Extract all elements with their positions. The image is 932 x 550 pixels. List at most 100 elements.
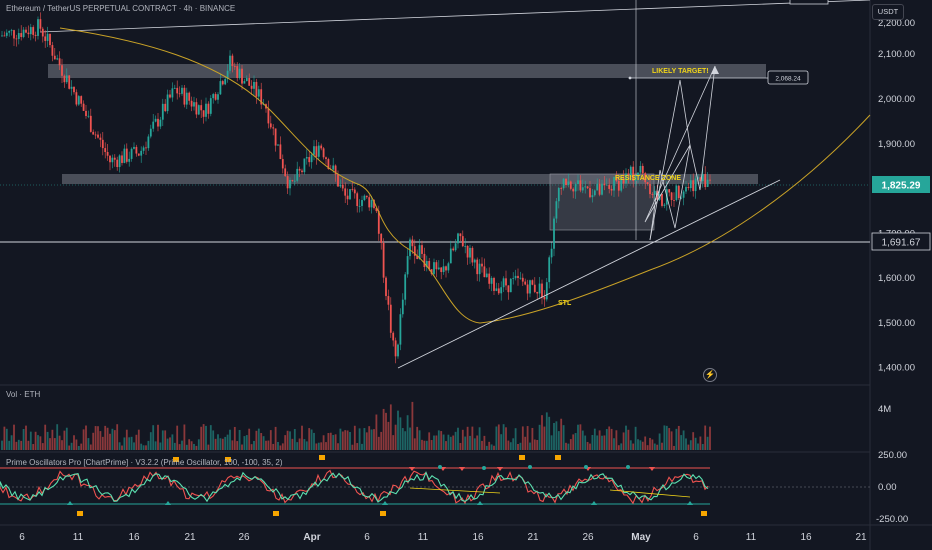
candle-body <box>118 155 121 168</box>
volume-bar <box>157 424 159 450</box>
candle-body <box>677 185 680 199</box>
volume-bar <box>334 434 337 450</box>
volume-bar <box>291 438 294 450</box>
candle-body <box>543 296 546 300</box>
current-price-badge <box>872 176 930 193</box>
volume-bar <box>500 434 503 450</box>
volume-bar <box>649 437 651 450</box>
currency-button[interactable]: USDT <box>872 4 904 20</box>
volume-bar <box>248 428 251 450</box>
candle-body <box>229 55 231 71</box>
candle-body <box>337 174 339 187</box>
candle-body <box>457 233 459 244</box>
volume-bar <box>488 441 491 450</box>
candle-body <box>473 259 476 263</box>
candle-body <box>550 248 553 258</box>
volume-bar <box>29 431 32 450</box>
volume-bar <box>483 435 486 450</box>
candle-body <box>704 174 707 188</box>
candle-body <box>29 27 32 35</box>
candle-body <box>224 79 227 85</box>
candle-body <box>248 77 251 86</box>
candle-body <box>296 168 299 181</box>
candle-body <box>289 179 291 189</box>
volume-bar <box>255 430 258 450</box>
volume-bar <box>207 444 210 450</box>
volume-bar <box>63 430 66 450</box>
volume-bar <box>159 442 162 450</box>
volume-bar <box>519 442 522 450</box>
candle-body <box>389 304 392 333</box>
candle-body <box>61 65 63 76</box>
volume-bar <box>641 441 644 450</box>
volume-bar <box>473 438 476 450</box>
price-axis[interactable]: 2,100.002,000.001,900.001,800.001,700.00… <box>878 49 915 373</box>
candle-body <box>572 188 575 192</box>
volume-bar <box>365 432 368 450</box>
osc-signal-marker <box>77 511 83 516</box>
volume-bar <box>181 440 183 450</box>
candle-body <box>27 32 30 35</box>
candle-body <box>104 148 107 152</box>
candle-body <box>524 281 527 285</box>
volume-bar <box>680 435 683 450</box>
candle-body <box>161 103 164 120</box>
volume-bar <box>404 431 407 450</box>
volume-bar <box>361 443 363 450</box>
candle-body <box>111 157 114 163</box>
volume-bar <box>296 442 299 450</box>
top-label-box <box>789 0 829 5</box>
candle-body <box>339 184 342 187</box>
osc-dot <box>438 465 442 469</box>
volume-bar <box>97 426 99 450</box>
volume-bar <box>197 439 200 450</box>
volume-bar <box>581 430 584 450</box>
candle-body <box>536 291 539 294</box>
candle-body <box>209 98 212 114</box>
volume-bar <box>406 415 409 450</box>
volume-bar <box>111 428 114 450</box>
volume-bar <box>497 424 500 450</box>
lightning-icon[interactable]: ⚡ <box>703 368 717 382</box>
volume-bar <box>104 425 107 450</box>
volume-bar <box>687 444 690 450</box>
stl-trendline <box>397 179 781 369</box>
volume-bar <box>73 435 75 450</box>
candle-body <box>13 30 15 39</box>
candle-body <box>673 200 675 201</box>
volume-bar <box>416 426 419 450</box>
volume-bar <box>584 435 587 450</box>
volume-bar <box>661 442 663 450</box>
volume-bar <box>562 425 565 450</box>
candle-body <box>464 245 467 247</box>
time-tick-label: Apr <box>303 532 320 543</box>
moving-average-line <box>59 27 871 324</box>
candle-body <box>82 103 85 111</box>
volume-bar <box>380 431 383 450</box>
volume-bar <box>533 439 536 450</box>
osc-signal-marker <box>173 457 179 462</box>
candle-body <box>646 182 649 185</box>
volume-bar <box>317 442 320 450</box>
time-axis[interactable]: 6 11 16 21 26 Apr 6 11 16 21 26 May 6 11 16 21 <box>19 532 867 543</box>
candle-body <box>574 184 577 192</box>
candle-body <box>89 115 92 132</box>
candle-body <box>253 81 255 89</box>
volume-bar <box>356 443 359 450</box>
candle-body <box>610 188 613 191</box>
top-trendline <box>39 0 871 33</box>
price-tick-partial: 2,200.00 <box>878 18 915 29</box>
candle-body <box>123 148 126 163</box>
osc-axis-top: 250.00 <box>878 450 907 461</box>
volume-bar <box>10 435 13 450</box>
support-level-badge <box>871 232 931 251</box>
candle-body <box>279 144 282 160</box>
volume-bar <box>397 410 399 450</box>
volume-bar <box>233 426 236 450</box>
osc-sell-marker <box>459 467 465 471</box>
volume-bar <box>677 425 680 450</box>
volume-bar <box>418 430 421 450</box>
volume-bar <box>303 439 306 450</box>
volume-bar <box>639 440 642 450</box>
